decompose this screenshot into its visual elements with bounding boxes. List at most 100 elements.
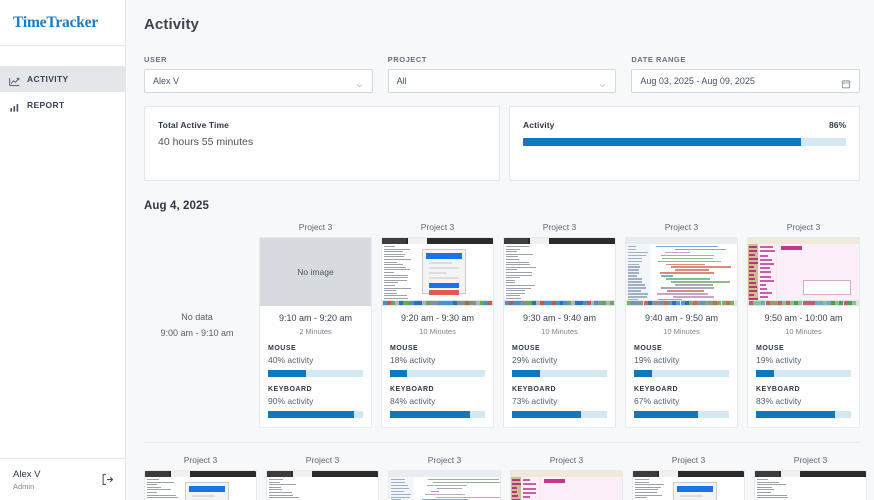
activity-card[interactable]: 9:20 am - 9:30 am 10 Minutes MOUSE 18% acti… <box>381 237 494 428</box>
metric-name: MOUSE <box>512 345 541 352</box>
slot-duration: 10 Minutes <box>663 327 700 336</box>
page-title: Activity <box>144 16 199 33</box>
metric-progress-fill <box>390 411 470 418</box>
metric-name: MOUSE <box>634 345 663 352</box>
metric-name: MOUSE <box>268 345 297 352</box>
activity-slot: Project 3 <box>510 455 623 500</box>
project-label: Project 3 <box>298 222 333 232</box>
sidebar-item-report-label: REPORT <box>27 100 65 110</box>
activity-slot: Project 3 <box>266 455 379 500</box>
row-divider <box>144 442 860 443</box>
metric-name: KEYBOARD <box>268 386 313 393</box>
metric-value: 90% activity <box>268 396 314 406</box>
sidebar-nav: ACTIVITY REPORT <box>0 66 125 118</box>
metric-mouse: MOUSE 40% activity <box>268 345 363 377</box>
metric-progress-track <box>390 370 485 377</box>
metric-progress-fill <box>268 411 354 418</box>
metric-progress-fill <box>634 370 653 377</box>
project-label: Project 3 <box>542 222 577 232</box>
metric-progress-fill <box>756 370 775 377</box>
sidebar-item-activity[interactable]: ACTIVITY <box>0 66 125 92</box>
activity-slot: Project 3 <box>388 455 501 500</box>
activity-card[interactable]: 9:40 am - 9:50 am 10 Minutes MOUSE 19% acti… <box>625 237 738 428</box>
activity-card[interactable]: 9:30 am - 9:40 am 10 Minutes MOUSE 29% acti… <box>503 237 616 428</box>
slot-time-range: 9:50 am - 10:00 am <box>764 313 843 323</box>
activity-slot-row-1: No data 9:00 am - 9:10 am Project 3 No im… <box>144 222 860 428</box>
metric-value: 84% activity <box>390 396 436 406</box>
empty-slot-title: No data <box>181 312 213 322</box>
metric-progress-fill <box>756 411 835 418</box>
metric-name: MOUSE <box>756 345 785 352</box>
activity-card[interactable] <box>388 470 501 500</box>
activity-card[interactable] <box>632 470 745 500</box>
calendar-icon[interactable] <box>841 76 851 89</box>
screenshot-ide <box>626 238 737 306</box>
activity-slot: Project 3 9:40 am - 9:50 am 10 Minutes MOUS… <box>625 222 738 428</box>
logout-icon[interactable] <box>101 473 114 486</box>
sidebar-item-activity-label: ACTIVITY <box>27 74 69 84</box>
metric-value: 67% activity <box>634 396 680 406</box>
activity-thumbnail[interactable] <box>145 471 256 500</box>
activity-slot: Project 3 No image 9:10 am - 9:20 am 2 Minu… <box>259 222 372 428</box>
metric-progress-fill <box>390 370 408 377</box>
chart-activity-icon <box>9 74 20 86</box>
activity-progress-fill <box>523 138 801 146</box>
activity-thumbnail[interactable] <box>382 238 493 306</box>
project-label: Project 3 <box>793 455 828 465</box>
user-name: Alex V <box>13 468 41 480</box>
sidebar: TimeTracker ACTIVITY <box>0 0 126 500</box>
activity-card[interactable]: No image 9:10 am - 9:20 am 2 Minutes MOUSE 4… <box>259 237 372 428</box>
activity-thumbnail[interactable] <box>633 471 744 500</box>
summary-row: Total Active Time 40 hours 55 minutes Ac… <box>144 106 860 181</box>
project-label: Project 3 <box>427 455 462 465</box>
project-select[interactable]: All <box>387 69 617 93</box>
main-content: Activity USER Alex V PROJECT All <box>126 0 874 500</box>
activity-card[interactable]: 9:50 am - 10:00 am 10 Minutes MOUSE 19% act… <box>747 237 860 428</box>
metric-mouse: MOUSE 29% activity <box>512 345 607 377</box>
activity-card[interactable] <box>754 470 867 500</box>
activity-thumbnail[interactable] <box>748 238 859 306</box>
activity-card[interactable] <box>510 470 623 500</box>
activity-thumbnail[interactable] <box>755 471 866 500</box>
date-range-value: Aug 03, 2025 - Aug 09, 2025 <box>640 76 755 86</box>
day-heading: Aug 4, 2025 <box>144 200 210 212</box>
filter-project: PROJECT All <box>387 55 617 93</box>
filter-date-range-label: DATE RANGE <box>631 55 686 64</box>
metric-name: MOUSE <box>390 345 419 352</box>
slot-duration: 10 Minutes <box>785 327 822 336</box>
metric-keyboard: KEYBOARD 83% activity <box>756 386 851 418</box>
activity-card[interactable] <box>144 470 257 500</box>
activity-card-title: Activity <box>523 120 555 130</box>
activity-thumbnail[interactable] <box>267 471 378 500</box>
brand-logo[interactable]: TimeTracker <box>0 0 125 46</box>
total-active-time-value: 40 hours 55 minutes <box>158 136 254 148</box>
activity-slot-row-2: Project 3 Project 3 Project 3 Project 3 Proj… <box>144 455 867 500</box>
activity-thumbnail[interactable] <box>511 471 622 500</box>
slot-duration: 2 Minutes <box>299 327 332 336</box>
metric-progress-track <box>756 411 851 418</box>
metric-progress-track <box>390 411 485 418</box>
project-label: Project 3 <box>305 455 340 465</box>
sidebar-item-report[interactable]: REPORT <box>0 92 125 118</box>
filter-project-label: PROJECT <box>387 55 427 64</box>
slot-time-range: 9:10 am - 9:20 am <box>278 313 353 323</box>
screenshot-pink-app <box>511 471 622 500</box>
activity-slot: Project 3 9:50 am - 10:00 am 10 Minutes MOU… <box>747 222 860 428</box>
activity-thumbnail[interactable] <box>504 238 615 306</box>
user-role: Admin <box>13 481 35 491</box>
filter-date-range: DATE RANGE Aug 03, 2025 - Aug 09, 2025 <box>631 55 861 93</box>
screenshot-desktop-dialog <box>145 471 256 500</box>
screenshot-desktop-blank <box>755 471 866 500</box>
activity-thumbnail[interactable] <box>626 238 737 306</box>
activity-card-body: 9:50 am - 10:00 am 10 Minutes MOUSE 19% act… <box>748 306 859 427</box>
date-range-input[interactable]: Aug 03, 2025 - Aug 09, 2025 <box>631 69 861 93</box>
activity-thumbnail[interactable]: No image <box>260 238 371 306</box>
user-select[interactable]: Alex V <box>144 69 373 93</box>
activity-thumbnail[interactable] <box>389 471 500 500</box>
activity-card[interactable] <box>266 470 379 500</box>
activity-slot: Project 3 9:20 am - 9:30 am 10 Minutes MOUS… <box>381 222 494 428</box>
activity-slot: Project 3 <box>754 455 867 500</box>
activity-slot: Project 3 <box>144 455 257 500</box>
project-label: Project 3 <box>549 455 584 465</box>
